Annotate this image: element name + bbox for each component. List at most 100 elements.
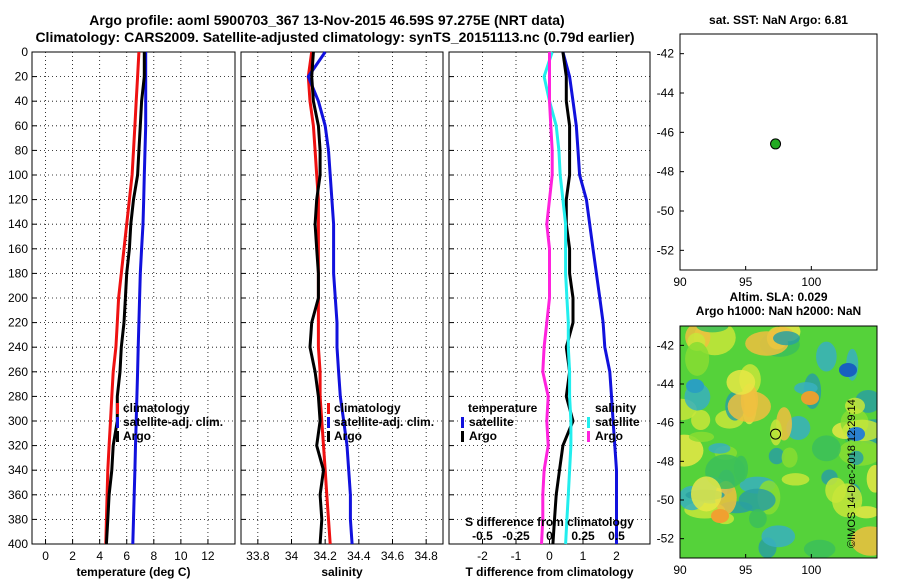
heatmap-blob	[801, 391, 819, 405]
tick-label-y: 340	[8, 463, 28, 477]
legend-label: satellite-adj. clim.	[334, 415, 434, 429]
heatmap-blob	[711, 509, 729, 523]
heatmap-blob	[696, 326, 729, 333]
legend-label: Argo	[469, 429, 497, 443]
panel-frame	[240, 51, 444, 545]
heatmap-blob	[811, 435, 841, 462]
heatmap-blob	[761, 559, 779, 573]
heatmap-blob	[680, 434, 704, 467]
tick-label-y: 160	[8, 242, 28, 256]
tick-label-x: 12	[201, 549, 215, 563]
tick-label-s: 0.25	[571, 529, 595, 543]
map-title: Altim. SLA: 0.029	[729, 290, 827, 304]
heatmap-blob	[786, 415, 811, 440]
temperature-panel: 0 2 4 6 8 10 120204060801001201401601802002202…	[8, 45, 236, 579]
x-axis-label: T difference from climatology	[465, 565, 633, 579]
tick-label-x: 100	[801, 275, 821, 289]
legend-label: Argo	[334, 429, 362, 443]
heatmap-blob	[708, 443, 731, 454]
tick-label-y: -44	[657, 377, 675, 391]
legend-label: Argo	[595, 429, 623, 443]
chart-title-line1: Argo profile: aoml 5900703_367 13-Nov-20…	[89, 12, 565, 28]
tick-label-y: -42	[657, 338, 675, 352]
legend-label: climatology	[123, 401, 190, 415]
tick-label-y: -52	[657, 532, 675, 546]
tick-label-y: 400	[8, 537, 28, 551]
series-line-s-satellite	[542, 51, 573, 545]
tick-label-y: 220	[8, 316, 28, 330]
tick-label-x: 2	[613, 549, 620, 563]
map-title: sat. SST: NaN Argo: 6.81	[709, 13, 848, 27]
heatmap-blob	[816, 341, 837, 372]
series-line-s-argo	[540, 52, 554, 545]
tick-label-y: 280	[8, 389, 28, 403]
tick-label-s: -0.25	[502, 529, 530, 543]
heatmap-blob	[685, 341, 710, 376]
tick-label-y: -46	[657, 416, 675, 430]
heatmap-blob	[688, 431, 715, 443]
tick-label-x: 34.4	[347, 549, 371, 563]
heatmap-field	[680, 326, 877, 573]
tick-label-x: 0	[42, 549, 49, 563]
legend-label: satellite-adj. clim.	[123, 415, 223, 429]
heatmap-blob	[761, 525, 796, 548]
heatmap-blob	[690, 476, 722, 512]
heatmap-blob	[781, 473, 810, 486]
tick-label-x: 10	[174, 549, 188, 563]
series-line-t-argo	[551, 51, 575, 545]
tick-label-y: 320	[8, 439, 28, 453]
tick-label-x: 90	[673, 275, 687, 289]
tick-label-x: 2	[69, 549, 76, 563]
tick-label-y: 240	[8, 340, 28, 354]
heatmap-blob	[848, 450, 864, 465]
x-axis-label: temperature (deg C)	[76, 565, 190, 579]
heatmap-blob	[686, 379, 704, 393]
tick-label-y: 300	[8, 414, 28, 428]
tick-label-x: 1	[580, 549, 587, 563]
tick-label-y: -46	[657, 125, 675, 139]
tick-label-x: 34.8	[414, 549, 438, 563]
tick-label-y: 120	[8, 193, 28, 207]
tick-label-y: -42	[657, 47, 675, 61]
legend-swatch	[461, 431, 464, 442]
tick-label-x: 100	[801, 563, 821, 577]
tick-label-y: -52	[657, 243, 675, 257]
heatmap-blob	[738, 488, 776, 512]
tick-label-x: 4	[96, 549, 103, 563]
tick-label-y: 140	[8, 217, 28, 231]
tick-label-y: -50	[657, 493, 675, 507]
imos-stamp: ©IMOS 14-Dec-2018 12:29:14	[846, 399, 858, 548]
legend-swatch	[116, 431, 119, 442]
legend-swatch	[327, 431, 330, 442]
tick-label-y: 260	[8, 365, 28, 379]
series-line-satellite-adj-clim-	[131, 52, 148, 545]
heatmap-blob	[839, 363, 857, 377]
legend-swatch	[461, 417, 464, 428]
heatmap-blob	[773, 331, 800, 346]
legend-label: climatology	[334, 401, 401, 415]
float-marker	[770, 138, 782, 150]
difference-legend: temperature salinitysatelliteArgosatellit…	[461, 401, 640, 543]
legend-title-salinity: salinity	[595, 401, 637, 415]
tick-label-x: -2	[477, 549, 488, 563]
legend-title-temperature: temperature	[468, 401, 538, 415]
heatmap-blob	[803, 539, 836, 558]
tick-label-x: 95	[739, 275, 753, 289]
tick-label-s: 0	[546, 529, 553, 543]
salinity-panel: 33.8 34 34.2 34.4 34.6 34.8 salinity	[240, 51, 444, 579]
tick-label-x: 34.6	[381, 549, 405, 563]
heatmap-blob	[768, 447, 785, 465]
tick-label-y: 180	[8, 266, 28, 280]
series-line-argo	[308, 51, 325, 545]
series-line-t-satellite	[561, 51, 618, 544]
float-marker	[770, 428, 782, 440]
tick-label-y: -48	[657, 165, 675, 179]
heatmap-blob	[749, 509, 767, 529]
legend-label: satellite	[469, 415, 514, 429]
tick-label-x: 34	[285, 549, 299, 563]
x-axis-label: salinity	[321, 565, 363, 579]
tick-label-x: 6	[123, 549, 130, 563]
tick-label-y: 60	[15, 119, 29, 133]
